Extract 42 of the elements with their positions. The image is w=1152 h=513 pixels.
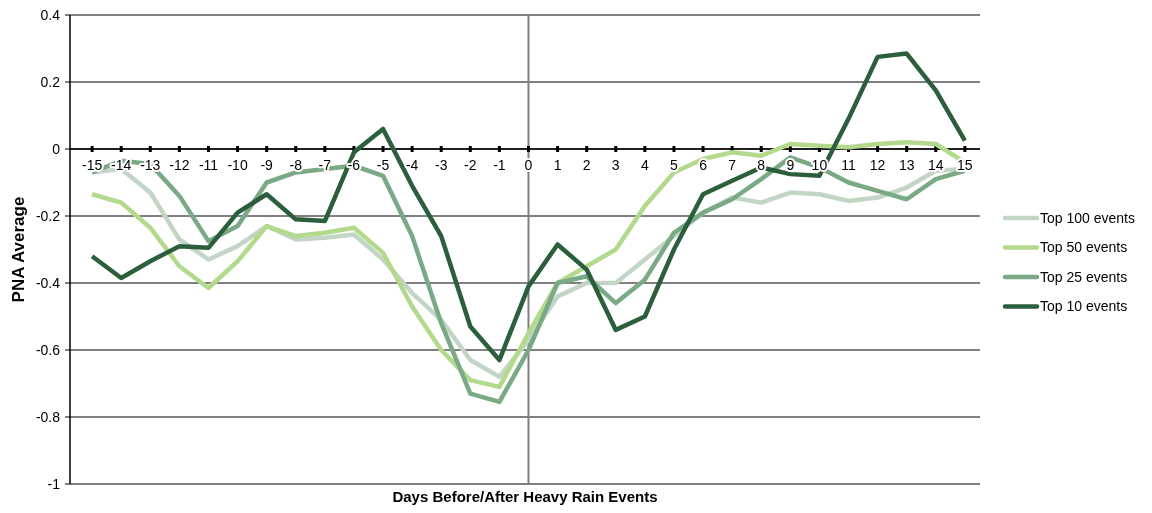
x-tick-label: 6 bbox=[699, 157, 708, 173]
x-tick-label: 3 bbox=[611, 157, 620, 173]
x-tick-label: -12 bbox=[169, 157, 190, 173]
x-tick-label: 15 bbox=[957, 157, 973, 173]
x-tick-label: 7 bbox=[728, 157, 737, 173]
x-axis-title: Days Before/After Heavy Rain Events bbox=[392, 488, 658, 505]
y-axis-title: PNA Average bbox=[9, 196, 28, 303]
x-tick-label: 12 bbox=[869, 157, 886, 173]
x-tick-label: -11 bbox=[198, 157, 219, 173]
legend-label: Top 50 events bbox=[1040, 239, 1128, 256]
x-tick-label: -3 bbox=[434, 157, 448, 173]
y-tick-label: -0.8 bbox=[35, 408, 61, 425]
x-tick-label: 14 bbox=[927, 157, 944, 173]
x-tick-label: -5 bbox=[376, 157, 390, 173]
y-tick-label: -0.2 bbox=[35, 207, 61, 224]
x-tick-label: -10 bbox=[227, 157, 248, 173]
x-tick-label: -1 bbox=[493, 157, 506, 173]
x-tick-label: -8 bbox=[289, 157, 303, 173]
x-tick-label: 5 bbox=[670, 157, 679, 173]
x-tick-label: -4 bbox=[405, 157, 419, 173]
y-tick-label: -1 bbox=[47, 475, 61, 492]
legend-label: Top 10 events bbox=[1040, 298, 1128, 315]
x-tick-label: 11 bbox=[841, 157, 856, 173]
y-tick-label: -0.6 bbox=[35, 341, 61, 358]
y-tick-label: 0.4 bbox=[40, 6, 61, 23]
x-tick-label: -7 bbox=[318, 157, 332, 173]
y-tick-label: -0.4 bbox=[35, 274, 61, 291]
x-tick-label: -2 bbox=[464, 157, 477, 173]
y-tick-label: 0.2 bbox=[40, 73, 61, 90]
y-tick-label: 0 bbox=[52, 140, 61, 157]
x-tick-label: -9 bbox=[260, 157, 274, 173]
legend-label: Top 100 events bbox=[1040, 209, 1135, 226]
x-tick-label: 2 bbox=[582, 157, 591, 173]
x-tick-label: 9 bbox=[786, 157, 795, 173]
x-tick-label: -13 bbox=[140, 157, 161, 173]
x-tick-label: 1 bbox=[553, 157, 562, 173]
x-tick-label: -14 bbox=[111, 157, 132, 173]
x-tick-label: 0 bbox=[524, 157, 533, 173]
x-tick-label: 13 bbox=[898, 157, 915, 173]
x-tick-label: -15 bbox=[81, 157, 103, 173]
x-tick-label: 4 bbox=[640, 157, 649, 173]
legend-label: Top 25 events bbox=[1040, 268, 1128, 285]
